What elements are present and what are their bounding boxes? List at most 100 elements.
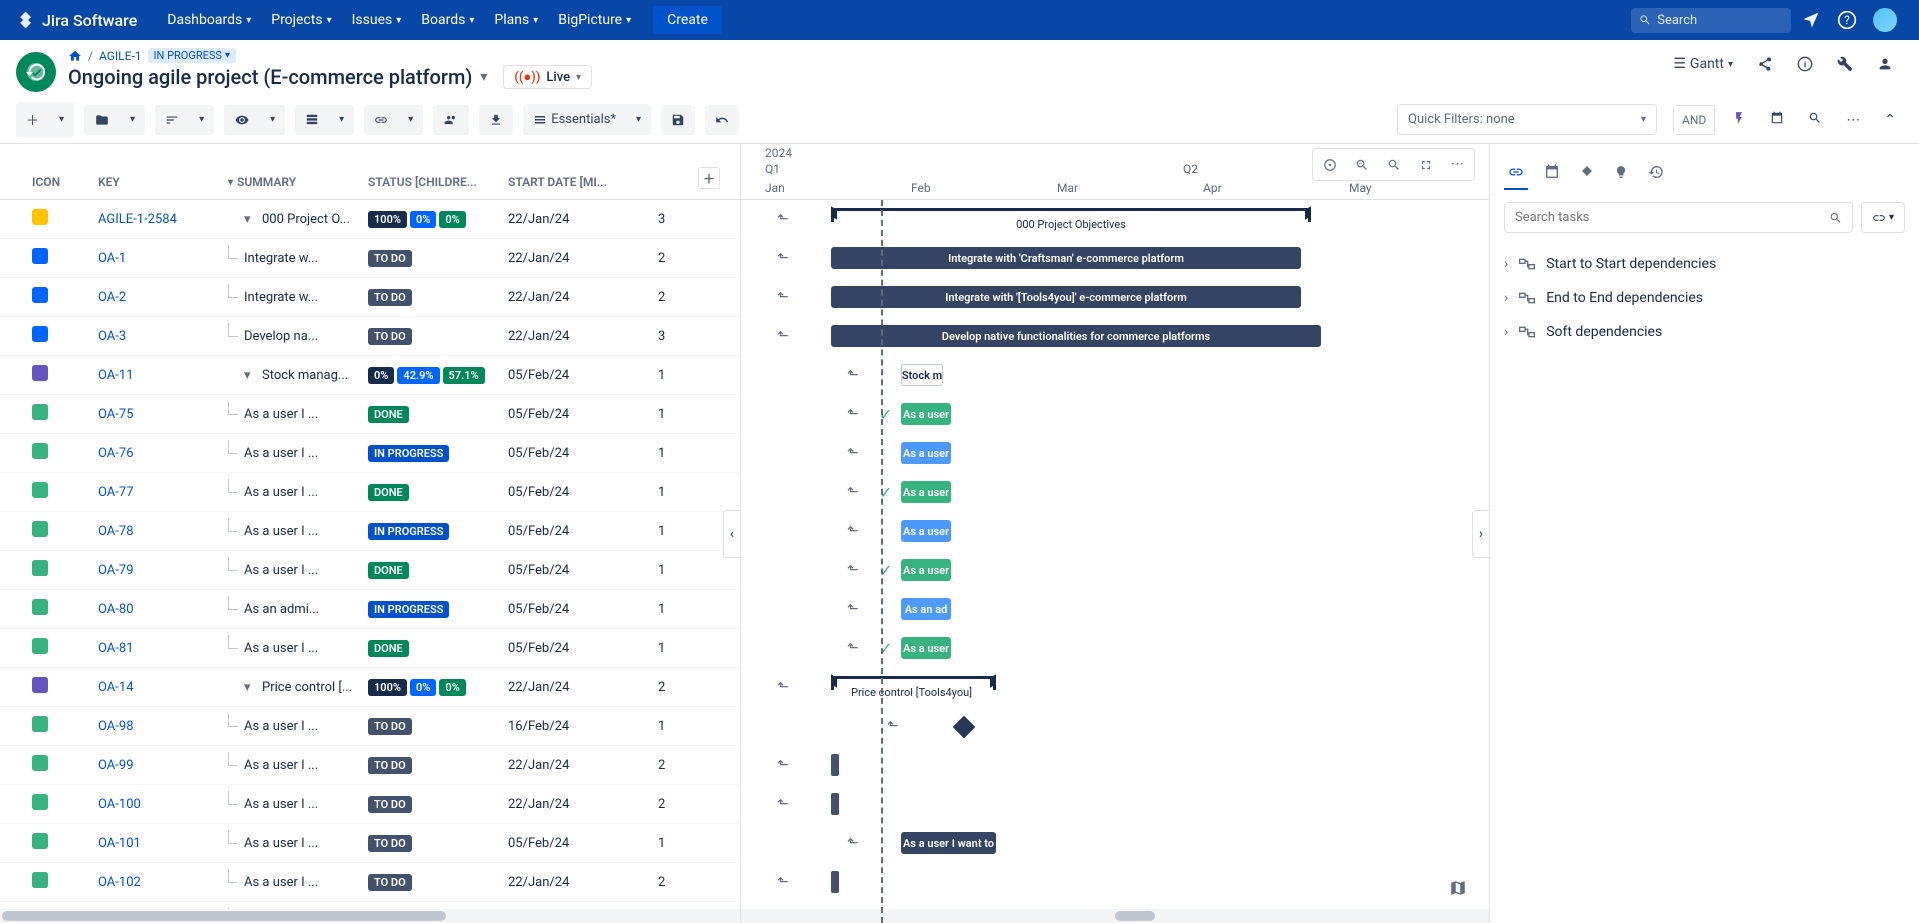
gantt-milestone[interactable]: [953, 716, 976, 739]
breadcrumb-status[interactable]: IN PROGRESS▾: [148, 48, 236, 63]
info-button[interactable]: i: [1787, 48, 1823, 80]
quick-filters[interactable]: Quick Filters: none▾: [1397, 104, 1657, 135]
gantt-row[interactable]: ⬑Develop native functionalities for comm…: [741, 317, 1489, 356]
add-column-button[interactable]: ＋: [698, 167, 720, 189]
avatar[interactable]: [1867, 2, 1903, 38]
export-button[interactable]: [479, 105, 513, 135]
gantt-row[interactable]: ⬑Integrate with '[Tools4you]' e-commerce…: [741, 278, 1489, 317]
issue-key[interactable]: AGILE-1-2584: [98, 212, 177, 227]
issue-key[interactable]: OA-98: [98, 719, 134, 734]
issue-key[interactable]: OA-79: [98, 563, 134, 578]
gantt-row[interactable]: ⬑000 Project Objectives: [741, 200, 1489, 239]
and-toggle[interactable]: AND: [1673, 105, 1715, 135]
issue-key[interactable]: OA-1: [98, 251, 126, 266]
folder-button[interactable]: [84, 105, 120, 135]
share-button[interactable]: [1747, 48, 1783, 80]
issue-key[interactable]: OA-80: [98, 602, 134, 617]
issue-key[interactable]: OA-2: [98, 290, 126, 305]
table-row[interactable]: OA-76As a user I ...IN PROGRESS05/Feb/24…: [0, 434, 740, 473]
col-status[interactable]: STATUS [CHILDRE...: [360, 169, 500, 195]
table-row[interactable]: OA-75As a user I ...DONE05/Feb/241: [0, 395, 740, 434]
gantt-row[interactable]: ⬑Integrate with 'Craftsman' e-commerce p…: [741, 239, 1489, 278]
home-icon[interactable]: [68, 49, 82, 63]
undo-button[interactable]: [705, 105, 739, 135]
col-key[interactable]: KEY: [90, 169, 220, 195]
gantt-bar[interactable]: Develop native functionalities for comme…: [831, 325, 1321, 347]
view-gantt-button[interactable]: ☰ Gantt ▾: [1663, 48, 1743, 80]
global-search[interactable]: [1631, 8, 1791, 33]
gantt-bar[interactable]: As a user: [901, 442, 951, 464]
gantt-bar[interactable]: Integrate with 'Craftsman' e-commerce pl…: [831, 247, 1301, 269]
gantt-row[interactable]: ⬑Price control [Tools4you]: [741, 668, 1489, 707]
gantt-bar[interactable]: Integrate with '[Tools4you]' e-commerce …: [831, 286, 1301, 308]
gantt-bar[interactable]: As a user: [901, 481, 951, 503]
create-button[interactable]: Create: [653, 6, 722, 34]
issue-key[interactable]: OA-76: [98, 446, 134, 461]
table-row[interactable]: OA-1Integrate w...TO DO22/Jan/242: [0, 239, 740, 278]
save-button[interactable]: [661, 105, 695, 135]
side-search-input[interactable]: [1515, 210, 1829, 225]
table-row[interactable]: OA-3Develop na...TO DO22/Jan/243: [0, 317, 740, 356]
gantt-row[interactable]: ⬑: [741, 863, 1489, 902]
table-row[interactable]: OA-80As an admi...IN PROGRESS05/Feb/241: [0, 590, 740, 629]
gantt-row[interactable]: ⬑: [741, 707, 1489, 746]
title-dropdown-icon[interactable]: ▾: [480, 69, 487, 85]
expand-icon[interactable]: ▾: [244, 212, 258, 227]
gantt-bar[interactable]: Stock m: [901, 364, 943, 386]
gantt-row[interactable]: ⬑: [741, 785, 1489, 824]
table-row[interactable]: OA-101As a user I ...TO DO05/Feb/241: [0, 824, 740, 863]
settings-button[interactable]: [1827, 48, 1863, 80]
gantt-row[interactable]: ⬑✓As a user: [741, 473, 1489, 512]
issue-key[interactable]: OA-78: [98, 524, 134, 539]
issue-key[interactable]: OA-14: [98, 680, 134, 695]
table-row[interactable]: OA-78As a user I ...IN PROGRESS05/Feb/24…: [0, 512, 740, 551]
issue-key[interactable]: OA-101: [98, 836, 141, 851]
table-hscroll[interactable]: [0, 909, 740, 923]
more-icon[interactable]: ⋯: [1839, 105, 1867, 135]
target-icon[interactable]: [1315, 151, 1345, 178]
collapse-gantt-button[interactable]: ›: [1472, 510, 1489, 558]
link-button[interactable]: [364, 105, 398, 135]
notifications-icon[interactable]: [1795, 4, 1827, 36]
table-row[interactable]: AGILE-1-2584▾000 Project O...100%0%0%22/…: [0, 200, 740, 239]
table-row[interactable]: OA-79As a user I ...DONE05/Feb/241: [0, 551, 740, 590]
fullscreen-icon[interactable]: [1411, 151, 1441, 178]
nav-item-issues[interactable]: Issues ▾: [342, 6, 412, 34]
issue-key[interactable]: OA-100: [98, 797, 141, 812]
add-button[interactable]: ＋: [16, 102, 49, 137]
dependencies-tab-icon[interactable]: [1504, 160, 1528, 190]
issue-key[interactable]: OA-77: [98, 485, 134, 500]
logo[interactable]: Jira Software: [16, 10, 137, 30]
dependency-group[interactable]: ›Soft dependencies: [1504, 315, 1905, 349]
add-dropdown[interactable]: ▾: [49, 102, 74, 137]
table-row[interactable]: OA-2Integrate w...TO DO22/Jan/242: [0, 278, 740, 317]
issue-key[interactable]: OA-11: [98, 368, 134, 383]
minimap-icon[interactable]: [1449, 879, 1467, 901]
profile-button[interactable]: [1867, 48, 1903, 80]
gantt-bar[interactable]: As a user: [901, 520, 951, 542]
table-row[interactable]: OA-98As a user I ...TO DO16/Feb/241: [0, 707, 740, 746]
gantt-row[interactable]: ⬑As an ad: [741, 590, 1489, 629]
lightning-icon[interactable]: [1725, 103, 1753, 137]
collapse-table-button[interactable]: ‹: [723, 510, 740, 558]
nav-item-plans[interactable]: Plans ▾: [484, 6, 548, 34]
calendar-tab-icon[interactable]: [1540, 160, 1564, 190]
collapse-up-icon[interactable]: ⌃: [1877, 105, 1903, 135]
gantt-row[interactable]: ⬑As a user: [741, 512, 1489, 551]
gantt-row[interactable]: ⬑✓As a user: [741, 395, 1489, 434]
essentials-button[interactable]: Essentials*: [523, 104, 626, 135]
col-start-date[interactable]: START DATE [MI...: [500, 169, 650, 195]
layout-button[interactable]: [295, 105, 329, 135]
team-button[interactable]: [433, 105, 469, 135]
help-icon[interactable]: ?: [1831, 4, 1863, 36]
history-tab-icon[interactable]: [1644, 160, 1668, 190]
expand-icon[interactable]: ▾: [244, 680, 258, 695]
nav-item-boards[interactable]: Boards ▾: [411, 6, 484, 34]
project-icon[interactable]: [16, 52, 56, 92]
dependency-group[interactable]: ›End to End dependencies: [1504, 281, 1905, 315]
zoom-out-icon[interactable]: [1347, 151, 1377, 178]
gantt-row[interactable]: ⬑✓As a user: [741, 551, 1489, 590]
gantt-row[interactable]: ⬑Stock m: [741, 356, 1489, 395]
gantt-mini-bar[interactable]: [831, 871, 839, 893]
gantt-bar[interactable]: As a user: [901, 559, 951, 581]
